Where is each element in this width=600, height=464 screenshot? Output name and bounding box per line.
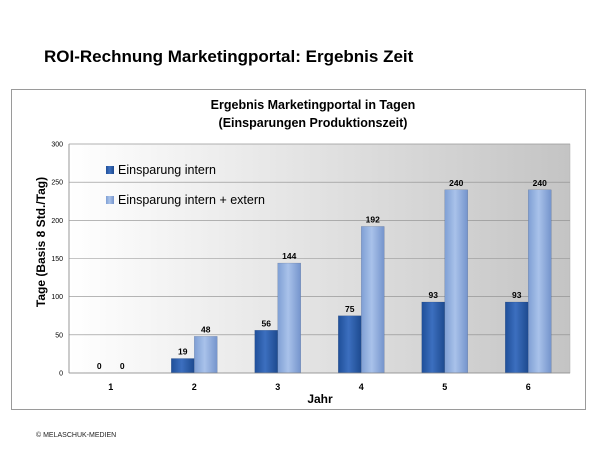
legend-label-intern: Einsparung intern xyxy=(118,163,216,177)
data-label: 0 xyxy=(120,361,125,371)
legend-label-intern-extern: Einsparung intern + extern xyxy=(118,193,265,207)
legend-swatch-intern-extern xyxy=(106,196,114,204)
copyright-notice: © MELASCHUK-MEDIEN xyxy=(36,432,117,439)
data-label: 93 xyxy=(429,290,439,300)
x-tick-label: 2 xyxy=(192,382,197,392)
chart-frame: Ergebnis Marketingportal in Tagen (Einsp… xyxy=(11,89,586,410)
data-label: 56 xyxy=(262,318,272,328)
y-tick-label: 150 xyxy=(51,256,63,263)
bar-intern-extern xyxy=(277,262,301,374)
y-tick-label: 300 xyxy=(51,142,63,149)
bar-intern-extern xyxy=(444,189,468,374)
bar-intern xyxy=(171,358,195,374)
x-tick-label: 1 xyxy=(108,382,113,392)
x-tick-label: 4 xyxy=(359,382,364,392)
bar-intern-extern xyxy=(194,336,218,374)
bar-chart: Ergebnis Marketingportal in Tagen (Einsp… xyxy=(34,98,571,406)
legend: Einsparung intern Einsparung intern + ex… xyxy=(106,163,265,207)
y-tick-label: 0 xyxy=(59,371,63,378)
y-axis-title: Tage (Basis 8 Std./Tag) xyxy=(34,177,48,307)
bar-intern xyxy=(338,315,362,374)
chart-subtitle: (Einsparungen Produktionszeit) xyxy=(219,116,408,130)
bar-intern-extern xyxy=(361,226,385,374)
bar-intern xyxy=(421,301,445,374)
bar-intern xyxy=(505,301,529,374)
chart-title: Ergebnis Marketingportal in Tagen xyxy=(211,98,416,112)
gridlines xyxy=(69,143,570,336)
data-label: 48 xyxy=(201,324,211,334)
legend-swatch-intern xyxy=(106,166,114,174)
slide-title: ROI-Rechnung Marketingportal: Ergebnis Z… xyxy=(44,47,414,66)
y-tick-label: 100 xyxy=(51,294,63,301)
data-label: 19 xyxy=(178,346,188,356)
bars xyxy=(171,189,552,374)
x-axis-title: Jahr xyxy=(307,392,333,406)
data-label: 240 xyxy=(533,178,547,188)
data-label: 144 xyxy=(282,251,296,261)
data-label: 75 xyxy=(345,304,355,314)
data-label: 93 xyxy=(512,290,522,300)
data-label: 0 xyxy=(97,361,102,371)
data-label: 240 xyxy=(449,178,463,188)
x-tick-label: 6 xyxy=(526,382,531,392)
y-tick-label: 50 xyxy=(55,332,63,339)
x-tick-label: 5 xyxy=(442,382,447,392)
data-labels: 0 0 19 48 56 144 75 192 93 240 93 240 xyxy=(97,178,547,371)
bar-intern xyxy=(254,330,278,374)
y-tick-label: 250 xyxy=(51,180,63,187)
bar-intern-extern xyxy=(528,189,552,374)
data-label: 192 xyxy=(366,214,380,224)
x-tick-label: 3 xyxy=(275,382,280,392)
y-tick-label: 200 xyxy=(51,218,63,225)
